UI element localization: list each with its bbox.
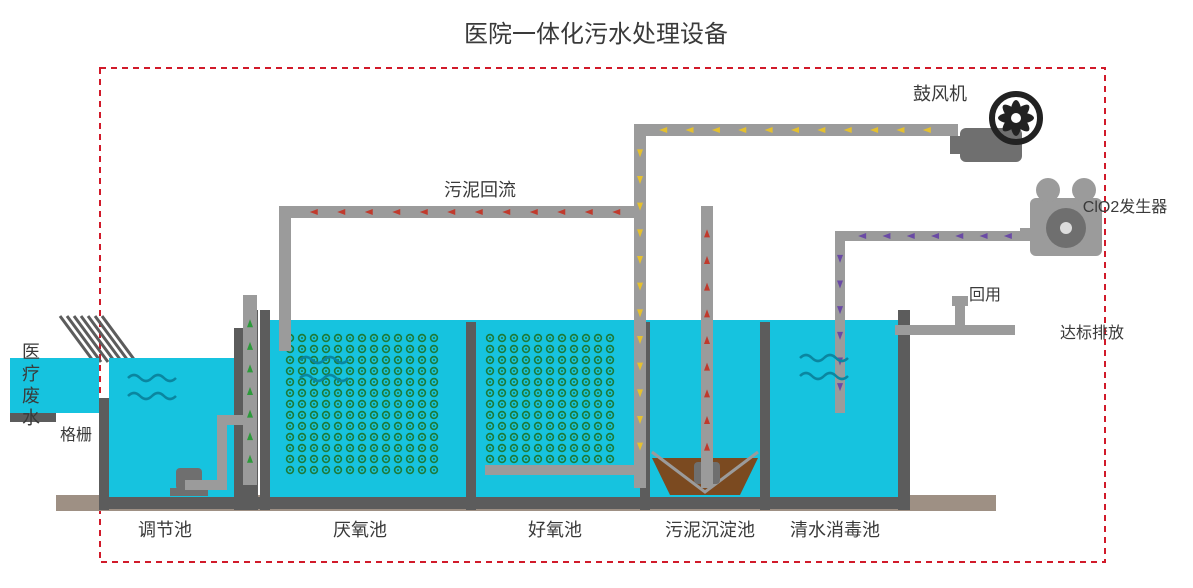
diagram-title: 医院一体化污水处理设备 (464, 21, 728, 48)
tank-wall-6 (760, 322, 770, 510)
tank4-label: 污泥沉淀池 (665, 520, 755, 540)
tank-wall-7 (898, 310, 910, 510)
discharge-label: 达标排放 (1060, 324, 1124, 342)
reuse-stub (952, 296, 968, 306)
reuse-label: 回用 (969, 287, 1001, 304)
water-body-1 (109, 358, 234, 497)
tank-wall-3 (260, 310, 270, 510)
tank1-label: 调节池 (138, 520, 192, 540)
sludge-return-label: 污泥回流 (444, 180, 516, 200)
blower-label: 鼓风机 (913, 84, 967, 104)
inlet-label: 疗 (22, 364, 40, 384)
blower-icon (950, 94, 1040, 162)
inlet-label: 医 (22, 342, 40, 362)
wastewater-diagram: 医院一体化污水处理设备医疗废水格栅调节池 厌氧池 好氧池 污泥沉淀池 清水消毒池 污泥回流… (0, 0, 1193, 588)
tank-floor (99, 497, 910, 509)
tank2-label: 厌氧池 (333, 520, 387, 540)
inlet-label: 废 (22, 386, 40, 406)
tank-wall-4 (466, 322, 476, 510)
bar-screen-icon (60, 316, 136, 362)
tank5-label: 清水消毒池 (790, 520, 880, 540)
tank-wall-0 (99, 398, 109, 510)
tank3-label: 好氧池 (528, 520, 582, 540)
grille-label: 格栅 (60, 426, 92, 444)
clo2-generator-icon (1020, 178, 1102, 256)
inlet-label: 水 (22, 408, 40, 428)
clo2-label: ClO2发生器 (1083, 198, 1167, 216)
